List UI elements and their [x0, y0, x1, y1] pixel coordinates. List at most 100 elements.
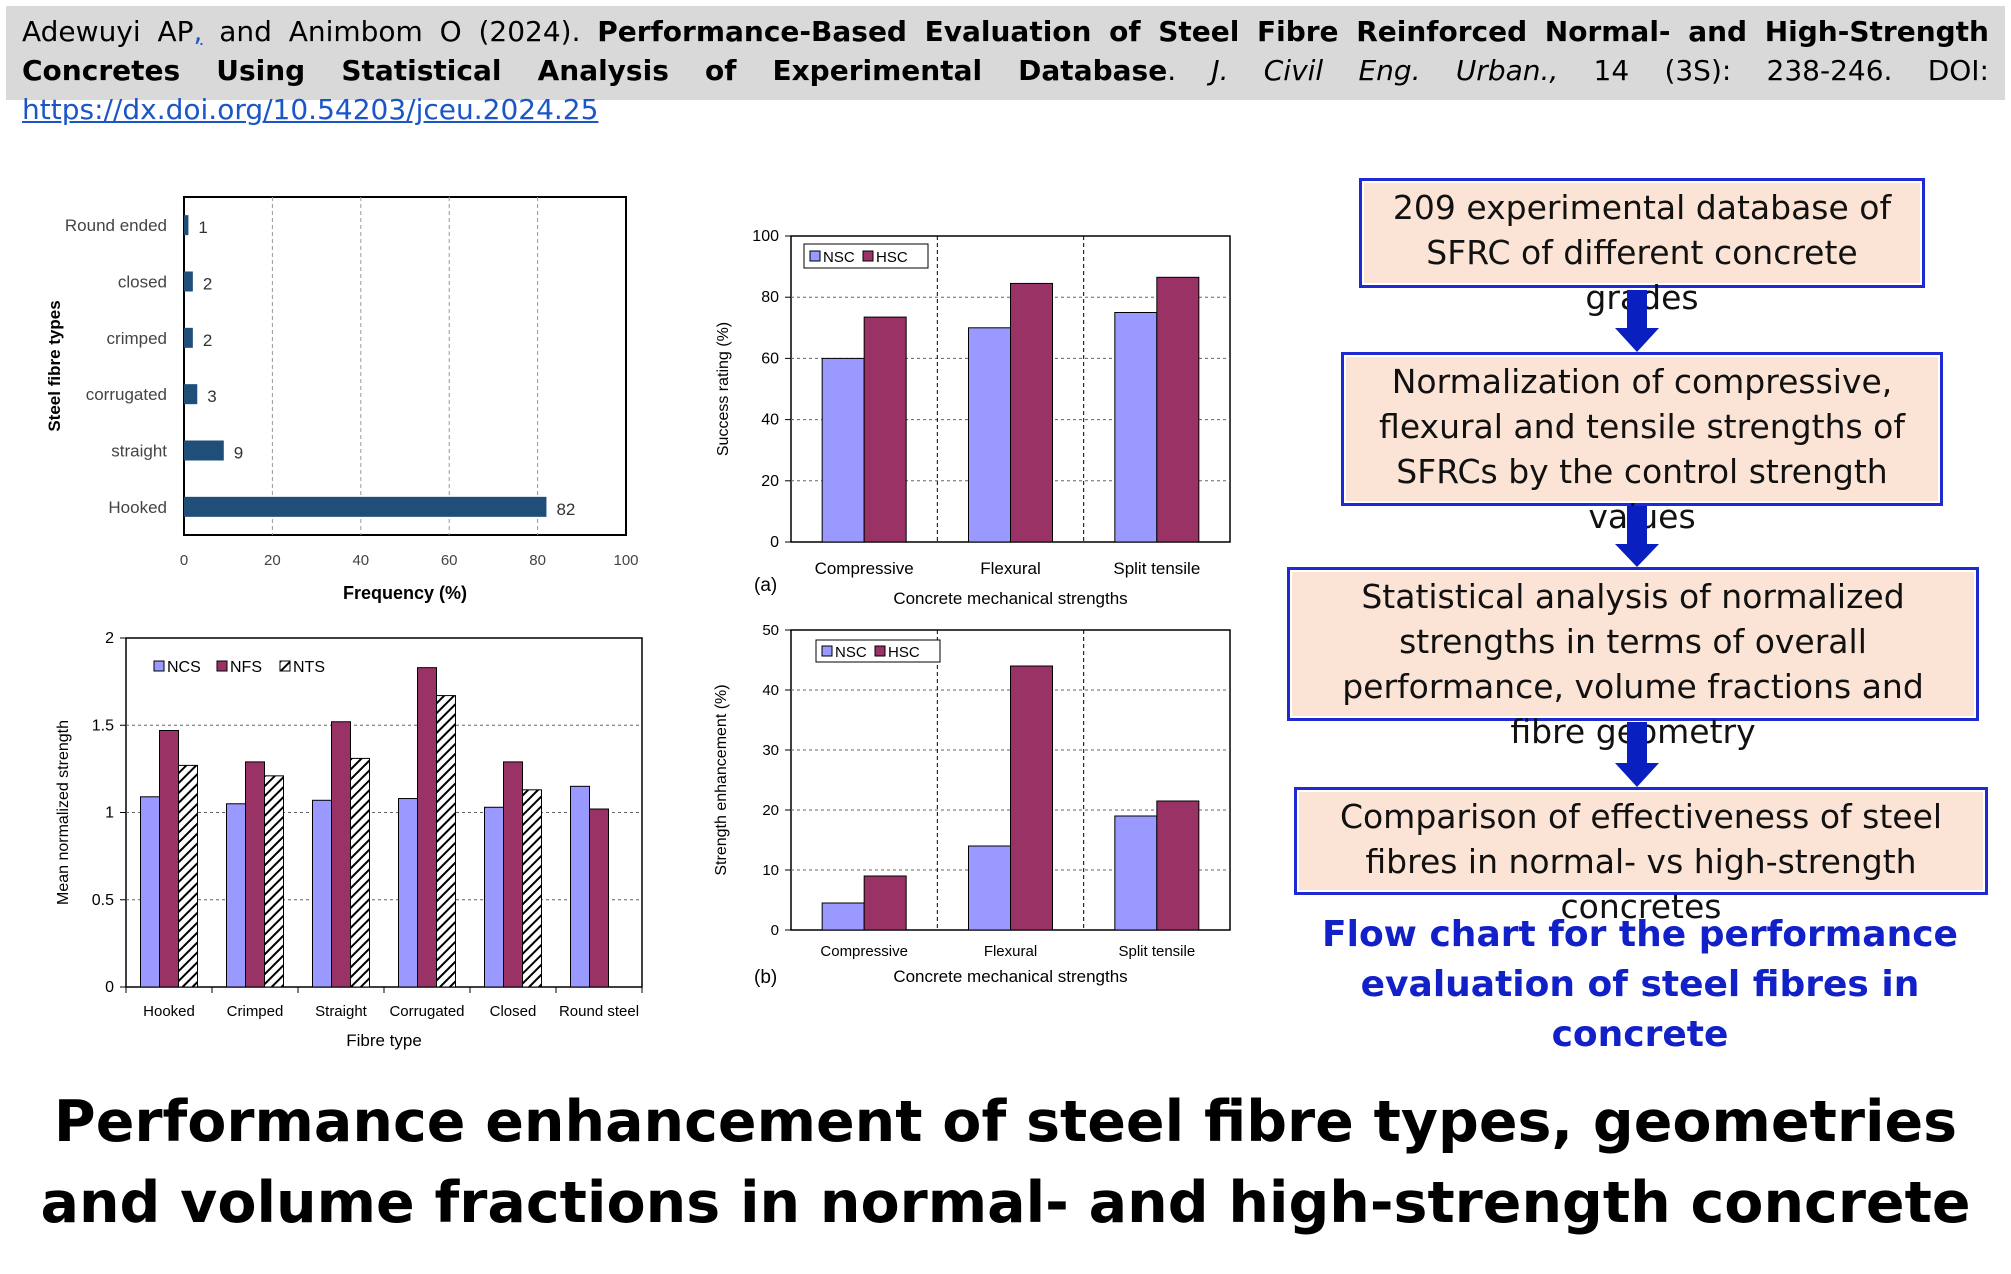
main-title: Performance enhancement of steel fibre t… — [40, 1089, 1971, 1236]
y-tick-label: 50 — [762, 622, 779, 639]
citation-authors: Adewuyi AP — [22, 15, 194, 48]
legend: NCS NFS NTS — [153, 659, 325, 676]
y-tick-label: 30 — [762, 742, 779, 759]
x-tick-label: Hooked — [143, 1003, 195, 1020]
y-tick-label: 0 — [771, 922, 779, 939]
legend-label: HSC — [888, 644, 920, 661]
x-axis-label: Frequency (%) — [343, 583, 467, 603]
data-label: 3 — [207, 387, 216, 406]
y-tick-label: 1 — [105, 805, 114, 822]
y-tick-label: 60 — [761, 350, 779, 367]
chart-strength-enhancement: 0 10 20 30 40 50 Compressive Flexural Split tens… — [713, 622, 1231, 988]
bar — [821, 357, 865, 543]
legend-swatch — [862, 250, 874, 262]
chart-mean-normalized-strength: 0 0.5 1 1.5 2 Hooked Crimped Straight Corrugated… — [55, 630, 643, 1050]
legend-label: HSC — [876, 249, 908, 266]
y-tick-label: straight — [111, 442, 167, 461]
bar — [1114, 312, 1158, 543]
bar — [1114, 815, 1158, 931]
legend-label: NTS — [293, 659, 325, 676]
citation-period: . — [1167, 54, 1212, 87]
doi-link[interactable]: https://dx.doi.org/10.54203/jceu.2024.25 — [22, 93, 599, 126]
x-tick-label: 0 — [180, 552, 188, 569]
citation-volume: 14 (3S): 238-246. DOI: — [1558, 54, 1989, 87]
bar — [184, 496, 547, 517]
y-tick-label: 80 — [761, 289, 779, 306]
flow-arrow-down-icon — [1615, 506, 1659, 567]
citation-and: and Animbom O (2024). — [202, 15, 598, 48]
legend-swatch — [216, 660, 228, 672]
y-tick-label: 10 — [762, 862, 779, 879]
legend-swatch — [153, 660, 165, 672]
flow-arrow-down-icon — [1615, 290, 1659, 352]
y-axis-label: Strength enhancement (%) — [713, 684, 730, 875]
data-label: 1 — [198, 218, 207, 237]
bar — [1156, 276, 1200, 543]
chart-fibre-frequency: 0 20 40 60 80 100 Round ended 1 closed 2 crimped 2 c… — [45, 196, 639, 603]
legend: NSC HSC — [803, 243, 929, 269]
y-tick-label: 0.5 — [92, 892, 114, 909]
x-tick-label: Flexural — [980, 559, 1040, 578]
y-tick-label: 0 — [770, 534, 779, 551]
legend-swatch — [279, 660, 291, 672]
bar — [184, 271, 193, 292]
bar — [968, 327, 1011, 543]
legend-swatch — [874, 645, 886, 657]
flowchart-caption: Flow chart for the performance evaluatio… — [1322, 914, 1958, 1055]
bar — [184, 215, 189, 236]
y-tick-label: Hooked — [108, 498, 167, 517]
x-tick-label: 80 — [529, 552, 546, 569]
bar — [589, 808, 609, 988]
bar — [178, 764, 198, 988]
panel-label: (b) — [754, 967, 777, 988]
flow-box-database: 209 experimental database of SFRC of dif… — [1359, 178, 1925, 317]
author-link[interactable]: , — [193, 15, 203, 48]
y-tick-label: 40 — [761, 412, 779, 429]
x-tick-label: 20 — [264, 552, 281, 569]
data-label: 82 — [556, 500, 575, 519]
legend-label: NCS — [167, 659, 201, 676]
x-tick-label: Split tensile — [1118, 943, 1195, 960]
flow-box-comparison: Comparison of effectiveness of steel fib… — [1294, 787, 1988, 926]
legend-swatch — [821, 645, 833, 657]
x-tick-label: Corrugated — [389, 1003, 464, 1020]
y-axis-label: Steel fibre types — [45, 300, 64, 431]
bar — [184, 327, 193, 348]
legend-label: NSC — [835, 644, 867, 661]
x-axis-label: Concrete mechanical strengths — [893, 967, 1127, 986]
citation-title: Performance-Based Evaluation of Steel Fi… — [22, 15, 1989, 87]
bar — [1010, 665, 1053, 931]
bar — [436, 695, 456, 988]
bar — [522, 789, 542, 988]
x-axis-label: Fibre type — [346, 1031, 422, 1050]
bar — [1156, 800, 1200, 931]
y-axis-label: Success rating (%) — [715, 322, 732, 456]
x-axis-label: Concrete mechanical strengths — [893, 589, 1127, 608]
x-tick-label: Crimped — [227, 1003, 284, 1020]
citation-header: Adewuyi AP, and Animbom O (2024). Perfor… — [6, 6, 2005, 126]
x-tick-label: Compressive — [815, 559, 914, 578]
data-label: 9 — [234, 444, 243, 463]
bar — [184, 440, 224, 461]
y-tick-label: crimped — [107, 329, 167, 348]
flow-arrow-down-icon — [1615, 722, 1659, 787]
x-tick-label: 100 — [613, 552, 638, 569]
y-tick-label: closed — [118, 273, 167, 292]
y-tick-label: 20 — [762, 802, 779, 819]
x-tick-label: Split tensile — [1113, 559, 1200, 578]
bar — [184, 384, 198, 405]
plot-area — [183, 196, 627, 536]
x-tick-label: 40 — [352, 552, 369, 569]
legend-label: NFS — [230, 659, 262, 676]
data-label: 2 — [203, 275, 212, 294]
bar — [350, 757, 370, 988]
chart-success-rating: 0 20 40 60 80 100 Compressive Flexural Split ten… — [715, 228, 1231, 608]
x-tick-label: 60 — [441, 552, 458, 569]
y-axis-label: Mean normalized strength — [55, 720, 72, 905]
flow-box-normalization: Normalization of compressive, flexural a… — [1341, 352, 1943, 536]
data-label: 2 — [203, 331, 212, 350]
x-tick-label: Compressive — [820, 943, 908, 960]
y-tick-label: Round ended — [65, 216, 167, 235]
bar — [1010, 282, 1053, 543]
x-tick-label: Flexural — [984, 943, 1037, 960]
